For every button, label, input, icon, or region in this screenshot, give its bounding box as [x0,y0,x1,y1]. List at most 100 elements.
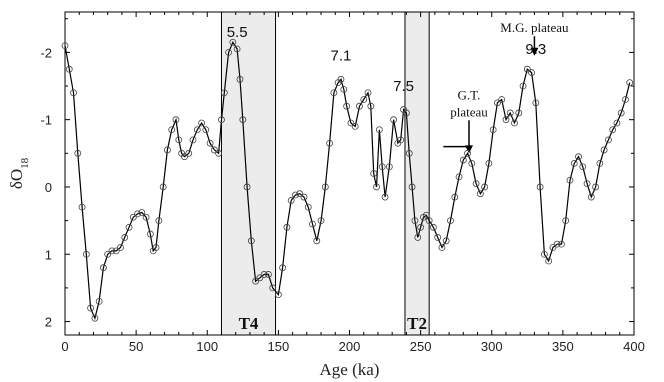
annotation-arrow-head [530,47,539,56]
data-point [609,126,617,134]
data-point [532,99,540,107]
y-tick-label: -1 [40,113,52,128]
x-axis-title: Age (ka) [320,360,380,379]
annotation-text: G.T. [458,87,481,102]
data-point [247,237,255,245]
data-point [385,163,393,171]
y-axis-title-subscript: 18 [19,157,31,169]
data-point [159,183,167,191]
data-point [459,156,467,164]
data-point [220,89,228,97]
data-point [402,109,410,117]
data-point [117,244,124,251]
data-point [125,223,133,231]
data-point [579,163,587,171]
y-tick-label: 1 [45,247,52,262]
data-point [390,116,397,124]
data-point [236,75,244,83]
data-point [82,250,90,258]
data-point [511,119,518,127]
peak-label: 5.5 [227,24,248,41]
x-tick-label: 150 [268,339,290,354]
data-point [447,217,454,225]
data-point [378,163,386,171]
data-point [300,193,308,201]
data-point [326,139,333,147]
x-axis-ticks: 0 50 100 150 200 250 300 350 400 [61,12,645,354]
data-point [292,191,299,199]
data-point [91,314,99,322]
x-tick-label: 400 [623,339,645,354]
data-point [193,126,201,134]
data-point [78,203,86,211]
data-point [553,240,561,248]
data-point [95,297,103,305]
data-point [233,45,241,53]
data-point [225,48,232,56]
data-point [583,180,591,187]
data-point [411,217,419,225]
data-point [175,136,183,144]
data-point [309,220,316,228]
data-point [536,183,544,191]
data-point [121,234,129,241]
data-point [562,217,570,225]
data-point [515,109,523,117]
data-point [417,223,425,231]
data-point [566,176,574,184]
data-point [142,213,150,221]
data-point [414,234,422,241]
band-label: T4 [239,314,259,333]
data-point [360,96,368,103]
data-point [545,257,553,265]
data-point [274,291,282,299]
data-point [351,122,359,130]
data-point [343,102,351,110]
data-point [558,240,565,248]
peak-label: 7.5 [393,78,414,95]
data-point [206,139,214,147]
data-point [397,136,405,144]
data-point [375,126,383,134]
data-point [65,65,73,73]
data-point [202,126,210,134]
data-point [570,160,578,167]
data-point [168,126,176,134]
data-point [313,237,321,245]
data-point [626,79,634,87]
data-point [172,116,180,124]
data-point [523,65,531,73]
data-point [256,274,264,282]
data-point [468,160,476,167]
shaded-bands: T4 T2 [220,11,430,336]
data-point [330,89,338,97]
data-point [549,244,557,251]
data-point [269,284,277,292]
y-tick-label: -2 [40,45,52,60]
data-point [476,190,484,198]
data-point [528,69,535,76]
data-point [189,136,197,144]
data-point [430,223,437,231]
data-point [455,173,463,181]
data-point [464,149,471,157]
data-point [112,247,120,255]
peak-label: 9.3 [525,41,546,58]
data-point [215,149,223,157]
data-point [613,119,621,127]
data-point [381,193,389,201]
data-point [422,211,430,219]
data-point [337,75,345,83]
data-point [243,183,251,191]
data-point [129,213,137,221]
data-point [438,244,446,251]
data-point [61,42,69,50]
data-point [481,183,489,191]
peak-labels: 5.5 7.1 7.5 9.3 [227,24,547,95]
data-point [87,304,95,312]
data-point [152,244,160,251]
data-point [600,146,608,154]
data-point [425,217,433,225]
data-point [239,116,247,124]
y-axis-ticks: -2 -1 0 1 2 [40,18,634,330]
